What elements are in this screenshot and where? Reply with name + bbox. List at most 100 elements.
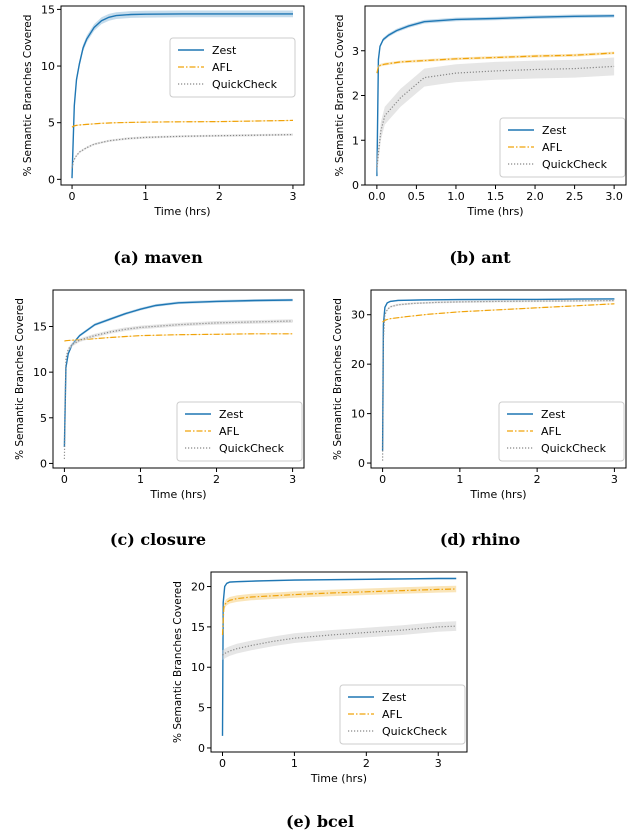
legend-label-afl: AFL — [541, 425, 562, 438]
series-band-quickcheck — [72, 133, 293, 170]
y-tick-label: 30 — [351, 309, 365, 322]
x-tick-label: 2 — [213, 473, 220, 486]
y-tick-label: 20 — [351, 358, 365, 371]
x-axis-label: Time (hrs) — [149, 488, 206, 501]
y-tick-label: 0 — [358, 457, 365, 470]
x-tick-label: 2 — [363, 757, 370, 770]
x-tick-label: 3 — [289, 473, 296, 486]
y-tick-label: 5 — [40, 412, 47, 425]
x-tick-label: 0 — [69, 190, 76, 203]
x-axis-label: Time (hrs) — [469, 488, 526, 501]
legend-label-zest: Zest — [212, 44, 237, 57]
y-tick-label: 10 — [41, 60, 55, 73]
y-axis-label: % Semantic Branches Covered — [332, 298, 344, 460]
caption-bcel: (e) bcel — [285, 812, 355, 831]
series-band-quickcheck — [376, 57, 615, 177]
caption-maven: (a) maven — [113, 248, 203, 267]
legend-box — [176, 401, 303, 462]
y-tick-label: 5 — [198, 702, 205, 715]
plot-frame — [370, 289, 627, 469]
plot-frame — [210, 571, 468, 753]
legend-label-quickcheck: QuickCheck — [212, 78, 278, 91]
y-tick-label: 5 — [48, 117, 55, 130]
y-tick-label: 0 — [198, 742, 205, 755]
series-line-afl — [376, 52, 615, 74]
x-tick-label: 0.0 — [368, 190, 386, 203]
x-tick-label: 3 — [611, 473, 618, 486]
legend-label-zest: Zest — [382, 691, 407, 704]
x-tick-label: 3.0 — [605, 190, 623, 203]
caption-rhino: (d) rhino — [439, 530, 521, 549]
x-tick-label: 1 — [456, 473, 463, 486]
x-tick-label: 2.5 — [566, 190, 584, 203]
series-band-afl — [222, 585, 457, 639]
x-axis-label: Time (hrs) — [153, 205, 210, 218]
legend-label-zest: Zest — [219, 408, 244, 421]
legend-label-afl: AFL — [219, 425, 240, 438]
caption-ant: (b) ant — [449, 248, 511, 267]
legend-label-afl: AFL — [382, 708, 403, 721]
x-tick-label: 2.0 — [526, 190, 544, 203]
panel-ant: 0.0 0.5 1.0 1.5 2.0 2.5 3.0 0 1 2 3 Time (hrs) % Sem… — [334, 5, 627, 218]
x-tick-label: 0 — [61, 473, 68, 486]
x-tick-label: 0.5 — [408, 190, 426, 203]
y-tick-label: 15 — [191, 621, 205, 634]
series-line-afl — [221, 588, 457, 636]
series-band-quickcheck — [222, 621, 457, 660]
series-line-quickcheck — [222, 625, 457, 656]
legend-label-afl: AFL — [212, 61, 233, 74]
series-line-zest — [71, 13, 293, 179]
y-tick-label: 2 — [352, 90, 359, 103]
y-tick-label: 3 — [352, 45, 359, 58]
series-line-zest — [63, 299, 293, 448]
series-line-afl — [71, 119, 294, 128]
legend-label-quickcheck: QuickCheck — [382, 725, 448, 738]
legend-label-quickcheck: QuickCheck — [219, 442, 285, 455]
series-band-zest — [376, 14, 615, 178]
plot-frame — [60, 5, 305, 186]
legend-label-quickcheck: QuickCheck — [542, 158, 608, 171]
legend-box — [339, 684, 466, 745]
series-line-afl — [64, 333, 293, 342]
y-axis-label: % Semantic Branches Covered — [22, 15, 34, 177]
panel-closure: 0 1 2 3 0 5 10 15 Time (hrs) % Semantic Branches … — [14, 289, 305, 501]
y-tick-label: 15 — [33, 321, 47, 334]
y-axis-label: % Semantic Branches Covered — [14, 298, 26, 460]
x-tick-label: 0 — [219, 757, 226, 770]
panel-bcel: 0 1 2 3 0 5 10 15 20 Time (hrs) % Semantic Branche… — [172, 571, 468, 785]
y-tick-label: 0 — [352, 179, 359, 192]
x-tick-label: 3 — [289, 190, 296, 203]
series-band-afl — [64, 333, 293, 342]
legend-box — [498, 401, 625, 462]
series-line-quickcheck — [376, 65, 615, 168]
y-tick-label: 20 — [191, 581, 205, 594]
legend-label-zest: Zest — [541, 408, 566, 421]
y-tick-label: 15 — [41, 3, 55, 16]
legend-label-afl: AFL — [542, 141, 563, 154]
x-tick-label: 1 — [291, 757, 298, 770]
y-tick-label: 10 — [33, 366, 47, 379]
legend-label-zest: Zest — [542, 124, 567, 137]
x-tick-label: 0 — [379, 473, 386, 486]
x-tick-label: 2 — [534, 473, 541, 486]
y-axis-label: % Semantic Branches Covered — [334, 15, 346, 177]
x-tick-label: 1.0 — [447, 190, 465, 203]
series-line-zest — [221, 577, 457, 736]
legend-box — [499, 117, 626, 178]
y-tick-label: 0 — [48, 173, 55, 186]
plot-frame — [52, 289, 305, 469]
series-line-zest — [381, 298, 615, 451]
legend-label-quickcheck: QuickCheck — [541, 442, 607, 455]
x-axis-label: Time (hrs) — [466, 205, 523, 218]
caption-closure: (c) closure — [109, 530, 207, 549]
x-tick-label: 2 — [216, 190, 223, 203]
y-tick-label: 10 — [191, 661, 205, 674]
panel-maven: 0 1 2 3 0 5 10 15 Time (hrs) % Semantic Branches … — [22, 3, 305, 218]
y-tick-label: 1 — [352, 134, 359, 147]
y-axis-label: % Semantic Branches Covered — [172, 581, 184, 743]
y-tick-label: 0 — [40, 457, 47, 470]
x-axis-label: Time (hrs) — [310, 772, 367, 785]
series-line-afl — [382, 303, 615, 323]
